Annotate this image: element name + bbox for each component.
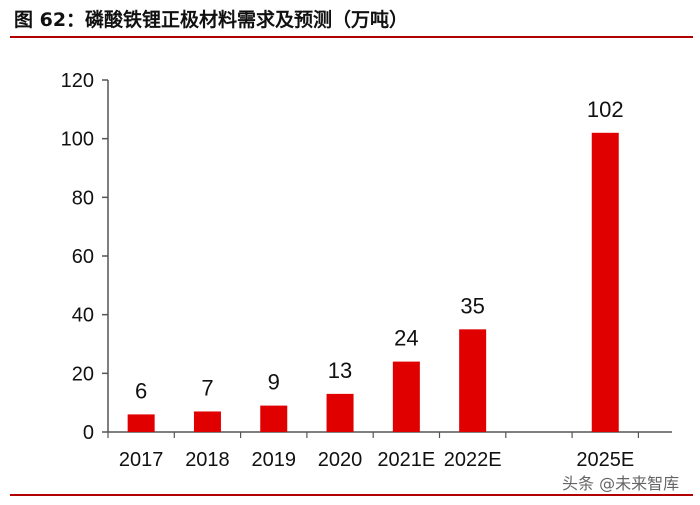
bars bbox=[127, 132, 619, 433]
data-labels: 6 7 9 13 24 35 102 bbox=[135, 97, 624, 404]
x-tick-label: 2020 bbox=[318, 449, 363, 471]
y-tick-label: 80 bbox=[72, 187, 94, 209]
x-tick-labels: 2017 2018 2019 2020 2021E 2022E 2025E bbox=[119, 449, 634, 471]
y-tick-label: 60 bbox=[72, 246, 94, 268]
title-divider bbox=[10, 36, 693, 38]
data-label: 6 bbox=[135, 378, 147, 403]
data-label: 102 bbox=[587, 97, 624, 122]
x-tick-label: 2017 bbox=[119, 449, 164, 471]
page-title: 图 62：磷酸铁锂正极材料需求及预测（万吨） bbox=[14, 9, 409, 31]
y-tick-label: 40 bbox=[72, 305, 94, 327]
x-tick-label: 2025E bbox=[576, 449, 634, 471]
data-label: 24 bbox=[394, 326, 418, 351]
data-label: 9 bbox=[268, 370, 280, 395]
watermark: 头条 @未来智库 bbox=[562, 474, 680, 493]
data-label: 13 bbox=[328, 358, 352, 383]
y-tick-label: 100 bbox=[61, 129, 94, 151]
bar-2020 bbox=[326, 393, 354, 432]
x-tick-marks bbox=[107, 432, 640, 438]
bar-2017 bbox=[127, 414, 155, 432]
data-label: 7 bbox=[201, 375, 213, 400]
bottom-divider bbox=[10, 494, 693, 496]
x-tick-label: 2018 bbox=[185, 449, 230, 471]
x-tick-label: 2021E bbox=[377, 449, 435, 471]
bar-2022e bbox=[459, 329, 487, 432]
bar-2025e bbox=[591, 132, 619, 433]
y-tick-label: 20 bbox=[72, 363, 94, 385]
x-tick-label: 2022E bbox=[444, 449, 502, 471]
y-tick-label: 120 bbox=[61, 70, 94, 92]
data-label: 35 bbox=[460, 293, 484, 318]
bar-2021e bbox=[392, 361, 420, 432]
x-tick-label: 2019 bbox=[252, 449, 297, 471]
bar-2019 bbox=[260, 405, 288, 432]
y-tick-label: 0 bbox=[83, 422, 94, 444]
y-ticks: 0 20 40 60 80 100 120 bbox=[61, 70, 108, 444]
bar-2018 bbox=[193, 411, 221, 432]
